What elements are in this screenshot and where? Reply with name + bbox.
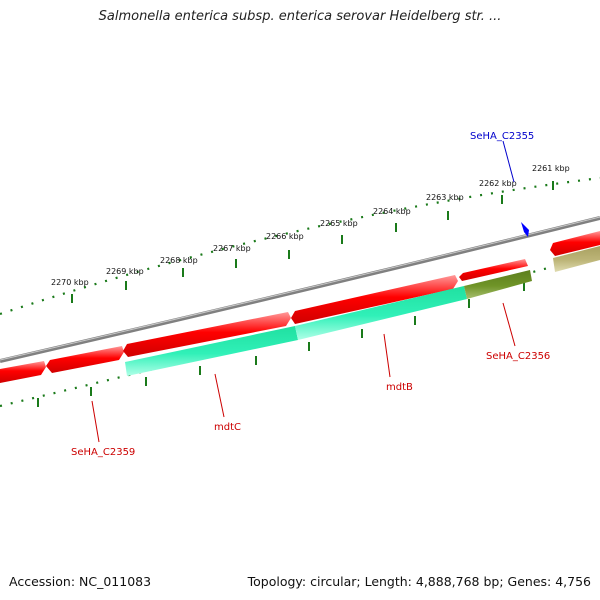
cds-arrow-4[interactable]: [291, 275, 458, 324]
leader-SeHA_C2359: [91, 400, 100, 443]
topology-text: Topology: circular; Length: 4,888,768 bp…: [247, 574, 591, 589]
gene-SeHA_C2355-bar[interactable]: [553, 246, 600, 272]
ruler-label-2262: 2262 kbp: [479, 179, 517, 188]
ruler-label-2264: 2264 kbp: [373, 207, 411, 216]
cds-arrow-2[interactable]: [46, 346, 124, 373]
ruler-label-2267: 2267 kbp: [213, 244, 251, 253]
gene-mdtC-bar[interactable]: [125, 326, 298, 376]
inner-major-ticks: [37, 282, 525, 407]
accession-text: Accession: NC_011083: [9, 574, 152, 589]
ruler-label-2261: 2261 kbp: [532, 164, 570, 173]
gene-label-SeHA_C2356[interactable]: SeHA_C2356: [486, 351, 550, 362]
cds-arrow-6[interactable]: [550, 231, 600, 256]
gene-label-SeHA_C2359[interactable]: SeHA_C2359: [71, 447, 135, 458]
leader-SeHA_C2356: [502, 302, 516, 347]
ruler-label-2265: 2265 kbp: [320, 219, 358, 228]
cds-arrow-1[interactable]: [0, 361, 46, 383]
ruler-label-2263: 2263 kbp: [426, 193, 464, 202]
outer-major-ticks: [71, 181, 554, 303]
cds-arrow-5[interactable]: [459, 259, 528, 281]
ruler-label-2269: 2269 kbp: [106, 267, 144, 276]
ruler-label-2268: 2268 kbp: [160, 256, 198, 265]
strand-marker[interactable]: [521, 222, 529, 237]
gene-label-SeHA_C2355[interactable]: SeHA_C2355: [470, 131, 534, 142]
leader-SeHA_C2355: [502, 140, 515, 183]
genome-backbone: [0, 216, 600, 363]
gene-SeHA_C2356-bar[interactable]: [464, 270, 532, 299]
forward-cds-track: [0, 231, 600, 383]
leader-mdtC: [214, 373, 225, 418]
cds-arrow-3[interactable]: [123, 312, 291, 357]
gene-label-mdtB[interactable]: mdtB: [386, 382, 413, 393]
gene-track: [125, 246, 600, 376]
gene-mdtB-bar[interactable]: [295, 286, 467, 340]
outer-ruler-track: [0, 176, 600, 316]
ruler-label-2266: 2266 kbp: [266, 232, 304, 241]
gene-label-mdtC[interactable]: mdtC: [214, 422, 241, 433]
ruler-label-2270: 2270 kbp: [51, 278, 89, 287]
genome-title: Salmonella enterica subsp. enterica sero…: [98, 9, 502, 24]
leader-mdtB: [383, 333, 391, 378]
